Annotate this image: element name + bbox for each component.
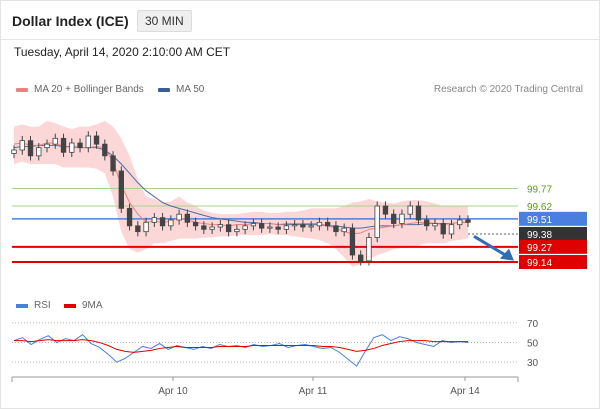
candle-body [126, 207, 133, 227]
candle-body [118, 170, 124, 209]
level-label-99.38: 99.38 [527, 230, 552, 241]
x-tick-label-1: Apr 11 [299, 386, 328, 397]
candle-body [69, 142, 75, 153]
rsi-tick-30: 30 [527, 358, 539, 369]
candle-body [440, 223, 446, 235]
candle-body [308, 225, 314, 228]
timeframe-button[interactable]: 30 MIN [137, 10, 192, 32]
candle-body [192, 221, 199, 227]
candle-body [85, 135, 91, 149]
candle-body [333, 225, 339, 233]
candle-body [399, 213, 405, 224]
ma9-swatch [64, 303, 76, 308]
candle-body [325, 221, 331, 227]
rsi-series-9ma [14, 339, 468, 353]
candle-body [168, 219, 174, 227]
candle-body [457, 219, 463, 226]
timestamp: Tuesday, April 14, 2020 2:10:00 AM CET [14, 45, 231, 59]
header-bar [1, 1, 599, 40]
ma20-swatch [16, 87, 28, 92]
candle-body [27, 140, 34, 157]
candle-body [77, 142, 83, 149]
candle-body [448, 224, 455, 235]
candle-body [242, 225, 248, 230]
candle-body [184, 213, 191, 223]
candle-body [349, 227, 356, 256]
candle-body [52, 137, 58, 145]
legend-rsi-label: RSI [34, 300, 51, 311]
research-credit: Research © 2020 Trading Central [433, 84, 583, 95]
x-tick-label-2: Apr 14 [450, 386, 480, 397]
ma50-swatch [158, 87, 170, 92]
rsi-swatch [16, 303, 28, 308]
candle-body [60, 137, 67, 153]
candle-body [159, 217, 166, 227]
candle-body [407, 205, 413, 215]
candle-body [341, 227, 347, 233]
candle-body [176, 213, 182, 221]
candle-body [110, 155, 116, 172]
candle-body [275, 226, 281, 230]
rsi-tick-50: 50 [527, 339, 539, 350]
candle-body [151, 217, 157, 223]
level-label-99.27: 99.27 [527, 243, 552, 254]
level-label-99.77: 99.77 [527, 185, 552, 196]
legend-ma50-label: MA 50 [176, 84, 205, 95]
candle-body [234, 228, 240, 233]
legend-ma50: MA 50 [158, 84, 204, 95]
legend-ma20-label: MA 20 + Bollinger Bands [34, 84, 144, 95]
legend-rsi: RSI [16, 300, 51, 311]
candle-body [366, 237, 372, 262]
forecast-arrow-icon [473, 235, 509, 258]
candle-body [316, 221, 323, 227]
candle-body [93, 135, 100, 145]
candle-body [143, 221, 149, 233]
candle-body [358, 254, 364, 262]
candle-body [432, 223, 438, 227]
level-label-99.62: 99.62 [527, 202, 552, 213]
candle-body [250, 223, 257, 227]
legend-9ma-label: 9MA [82, 300, 103, 311]
candle-body [102, 143, 108, 157]
candle-body [300, 224, 306, 228]
candle-body [424, 219, 430, 227]
candle-body [267, 226, 273, 229]
candle-body [209, 226, 215, 230]
candle-body [19, 140, 25, 151]
candle-body [283, 225, 290, 230]
candle-body [258, 223, 265, 229]
candle-body [44, 143, 50, 149]
candle-body [135, 225, 141, 233]
level-tag-99.38 [519, 227, 587, 241]
legend-9ma: 9MA [64, 300, 103, 311]
instrument-title: Dollar Index (ICE) [12, 13, 129, 29]
candle-body [391, 213, 397, 224]
level-tag-99.51 [519, 211, 587, 226]
candle-body [11, 149, 17, 154]
rsi-tick-70: 70 [527, 319, 539, 330]
candle-body [374, 205, 380, 238]
candle-body [201, 225, 207, 230]
legend-ma20: MA 20 + Bollinger Bands [16, 84, 144, 95]
candle-body [382, 205, 389, 215]
level-label-99.51: 99.51 [527, 215, 552, 226]
candle-body [217, 224, 224, 228]
candle-body [465, 219, 471, 223]
candle-body [291, 224, 298, 227]
candle-body [225, 224, 232, 233]
candle-body [36, 147, 42, 157]
x-tick-label-0: Apr 10 [158, 386, 188, 397]
candle-body [415, 205, 422, 221]
level-tag-99.14 [519, 255, 587, 269]
level-label-99.14: 99.14 [527, 258, 552, 269]
level-tag-99.27 [519, 239, 587, 254]
forecast-arrow-head-icon [500, 248, 514, 261]
